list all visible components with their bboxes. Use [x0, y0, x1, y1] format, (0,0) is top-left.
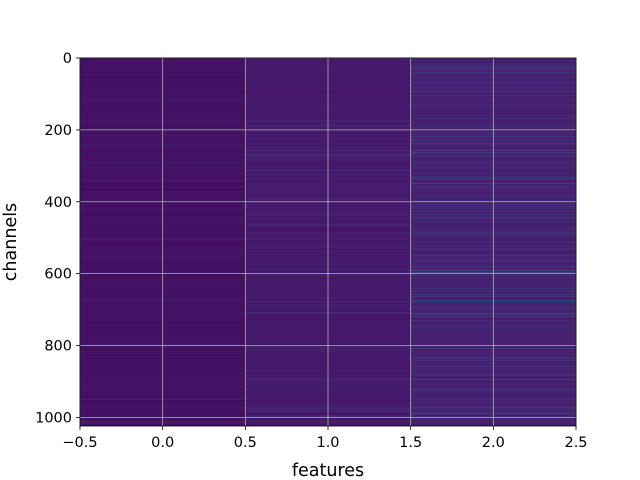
x-tick-label: −0.5 [62, 435, 97, 451]
y-tick-label: 400 [44, 195, 72, 211]
x-tick-label: 0.5 [234, 435, 257, 451]
x-axis-label: features [292, 461, 364, 480]
x-tick-label: 2.0 [482, 435, 505, 451]
y-tick-label: 600 [44, 267, 72, 283]
gridlines [79, 57, 577, 426]
x-axis-ticks: −0.5 0.0 0.5 1.0 1.5 2.0 2.5 [62, 426, 588, 451]
y-tick-label: 1000 [35, 410, 72, 426]
x-tick-label: 1.0 [316, 435, 339, 451]
x-tick-label: 1.5 [399, 435, 422, 451]
y-tick-label: 200 [44, 123, 72, 139]
y-tick-label: 0 [63, 51, 72, 67]
x-tick-label: 2.5 [564, 435, 587, 451]
y-axis-ticks: 0 200 400 600 800 1000 [35, 51, 80, 426]
x-tick-label: 0.0 [151, 435, 174, 451]
y-tick-label: 800 [44, 339, 72, 355]
y-axis-label: channels [1, 203, 21, 281]
